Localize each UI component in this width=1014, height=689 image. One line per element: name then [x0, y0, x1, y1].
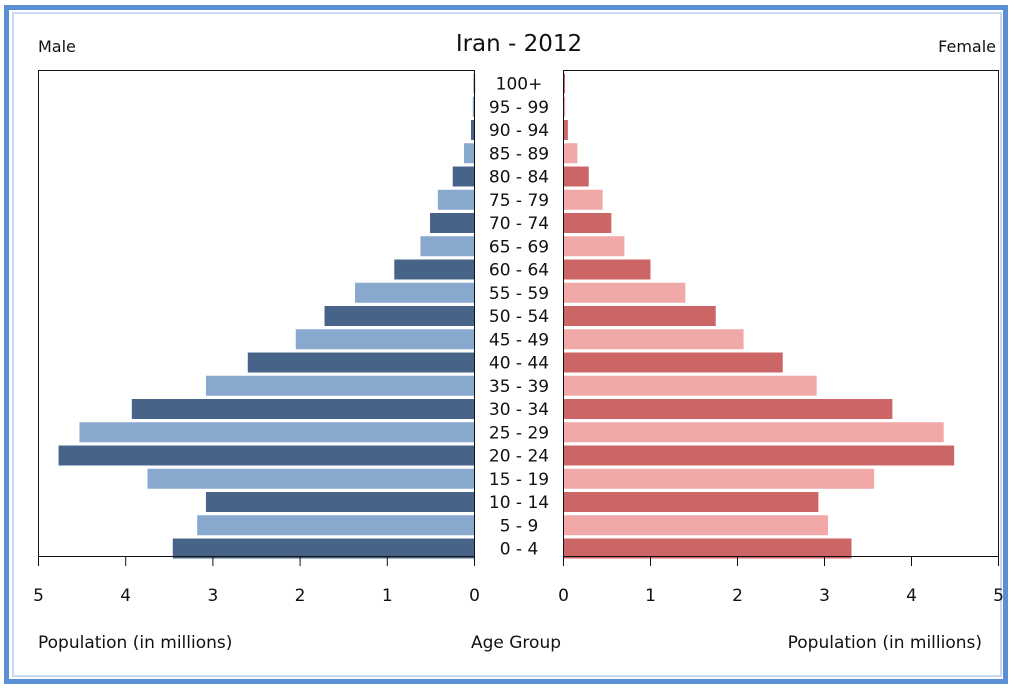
female-bar-35-39 — [563, 375, 817, 396]
male-bar-30-34 — [131, 399, 475, 419]
age-label-45-49: 45 - 49 — [489, 330, 549, 350]
female-bar-20-24 — [563, 445, 955, 466]
age-label-90-94: 90 - 94 — [489, 121, 549, 141]
female-plot-frame — [563, 70, 999, 557]
male-x-tick-label: 3 — [207, 586, 218, 606]
male-bar-15-19 — [147, 468, 475, 489]
male-bar-55-59 — [355, 282, 475, 303]
female-bar-0-4 — [563, 538, 852, 559]
male-bar-90-94 — [471, 120, 475, 140]
female-bar-50-54 — [563, 306, 716, 326]
male-x-axis: 5 4 3 2 1 0 — [33, 556, 480, 606]
female-bar-65-69 — [563, 236, 625, 257]
age-label-70-74: 70 - 74 — [489, 214, 549, 234]
female-x-tick-label: 4 — [906, 586, 917, 606]
male-bar-60-64 — [394, 259, 475, 280]
female-bar-45-49 — [563, 329, 744, 350]
age-label-50-54: 50 - 54 — [489, 307, 549, 327]
age-label-100plus: 100+ — [496, 75, 543, 95]
male-bar-5-9 — [197, 515, 475, 536]
female-bar-70-74 — [563, 213, 612, 233]
female-x-tick-label: 3 — [819, 586, 830, 606]
chart-title: Iran - 2012 — [456, 31, 582, 57]
age-group-axis-label: Age Group — [471, 633, 561, 653]
male-bar-80-84 — [452, 166, 475, 187]
age-label-65-69: 65 - 69 — [489, 237, 549, 257]
inner-border — [12, 12, 1002, 677]
male-bar-45-49 — [295, 329, 475, 350]
male-bar-85-89 — [464, 143, 475, 164]
age-label-25-29: 25 - 29 — [489, 423, 549, 443]
age-label-85-89: 85 - 89 — [489, 144, 549, 164]
age-label-80-84: 80 - 84 — [489, 168, 549, 188]
male-bar-95-99 — [472, 96, 475, 117]
age-label-35-39: 35 - 39 — [489, 377, 549, 397]
female-bar-40-44 — [563, 352, 783, 373]
female-x-axis-label: Population (in millions) — [788, 633, 982, 653]
male-bar-50-54 — [324, 306, 475, 326]
male-x-axis-label: Population (in millions) — [38, 633, 232, 653]
female-bar-55-59 — [563, 282, 686, 303]
female-bar-90-94 — [563, 120, 568, 140]
male-plot-frame — [38, 70, 475, 557]
male-bar-75-79 — [437, 189, 475, 210]
age-label-30-34: 30 - 34 — [489, 400, 549, 420]
female-bar-30-34 — [563, 399, 893, 419]
female-bars — [563, 73, 955, 559]
female-bar-85-89 — [563, 143, 578, 164]
age-label-15-19: 15 - 19 — [489, 470, 549, 490]
male-x-tick-label: 4 — [120, 586, 131, 606]
male-bar-25-29 — [79, 422, 475, 443]
female-bar-80-84 — [563, 166, 589, 187]
female-x-axis: 0 1 2 3 4 5 — [558, 556, 1004, 606]
age-label-20-24: 20 - 24 — [489, 447, 549, 467]
female-bar-100plus — [563, 73, 565, 94]
female-x-tick-label: 2 — [732, 586, 743, 606]
male-bars — [58, 73, 476, 559]
female-x-tick-label: 0 — [558, 586, 569, 606]
age-label-5-9: 5 - 9 — [500, 516, 539, 536]
age-label-55-59: 55 - 59 — [489, 284, 549, 304]
female-label: Female — [938, 37, 996, 56]
female-bar-10-14 — [563, 492, 819, 512]
male-bar-70-74 — [430, 213, 475, 233]
female-bar-5-9 — [563, 515, 828, 536]
male-bar-0-4 — [172, 538, 475, 559]
female-bar-75-79 — [563, 189, 603, 210]
age-label-0-4: 0 - 4 — [500, 540, 539, 560]
age-label-60-64: 60 - 64 — [489, 261, 549, 281]
male-x-tick-label: 1 — [382, 586, 393, 606]
female-x-tick-label: 5 — [993, 586, 1004, 606]
female-bar-60-64 — [563, 259, 651, 280]
male-bar-20-24 — [58, 445, 475, 466]
male-x-tick-label: 0 — [469, 586, 480, 606]
age-label-75-79: 75 - 79 — [489, 191, 549, 211]
male-bar-35-39 — [205, 375, 475, 396]
male-label: Male — [38, 37, 76, 56]
female-bar-25-29 — [563, 422, 944, 443]
outer-border — [4, 5, 1008, 684]
age-label-40-44: 40 - 44 — [489, 354, 549, 374]
male-bar-65-69 — [420, 236, 475, 257]
female-x-tick-label: 1 — [645, 586, 656, 606]
female-bar-95-99 — [563, 96, 566, 117]
age-label-95-99: 95 - 99 — [489, 98, 549, 118]
age-group-labels: 100+ 95 - 99 90 - 94 85 - 89 80 - 84 75 - 79 7… — [489, 75, 549, 560]
age-label-10-14: 10 - 14 — [489, 493, 549, 513]
female-bar-15-19 — [563, 468, 875, 489]
male-x-tick-label: 5 — [33, 586, 44, 606]
male-bar-10-14 — [205, 492, 475, 512]
male-bar-40-44 — [247, 352, 475, 373]
male-x-tick-label: 2 — [295, 586, 306, 606]
